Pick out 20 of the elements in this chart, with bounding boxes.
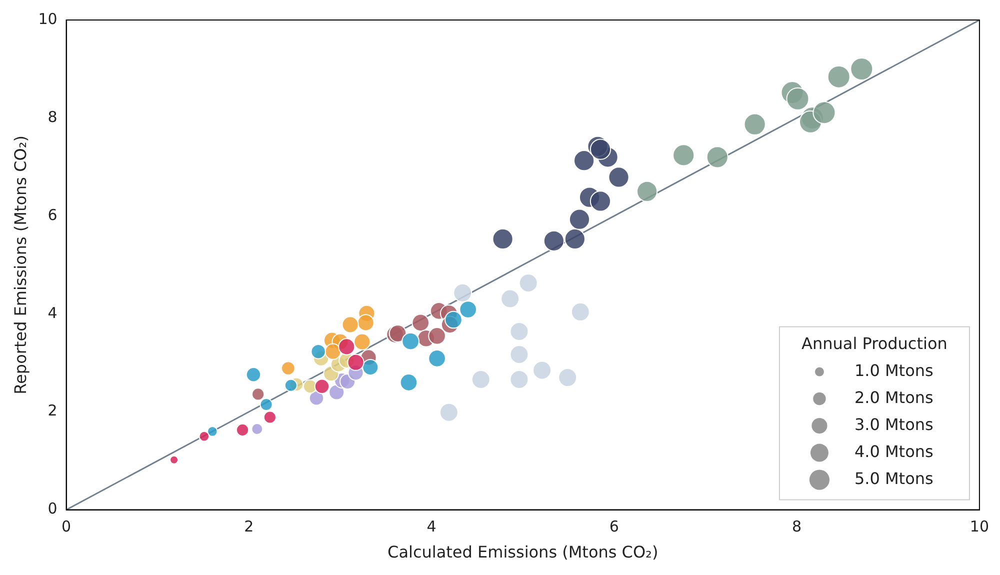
legend-label: 3.0 Mtons	[854, 414, 934, 434]
legend-label: 4.0 Mtons	[854, 442, 934, 461]
x-tick-label: 10	[970, 518, 990, 536]
legend-title: Annual Production	[802, 334, 948, 353]
y-tick-label: 10	[38, 10, 58, 28]
y-tick-label: 4	[48, 304, 58, 322]
y-tick-label: 6	[48, 206, 58, 224]
legend-label: 2.0 Mtons	[854, 388, 934, 407]
x-tick-label: 6	[609, 518, 619, 536]
y-tick-label: 0	[48, 500, 58, 518]
y-axis-title: Reported Emissions (Mtons CO₂)	[10, 135, 30, 394]
y-tick-label: 2	[48, 402, 58, 420]
legend-label: 1.0 Mtons	[854, 360, 934, 380]
x-tick-label: 4	[426, 518, 436, 536]
x-tick-label: 8	[792, 518, 802, 536]
legend-label: 5.0 Mtons	[854, 468, 934, 488]
x-tick-label: 0	[62, 518, 72, 536]
y-tick-label: 8	[48, 108, 58, 126]
x-tick-label: 2	[244, 518, 254, 536]
x-axis-title: Calculated Emissions (Mtons CO₂)	[388, 542, 658, 562]
